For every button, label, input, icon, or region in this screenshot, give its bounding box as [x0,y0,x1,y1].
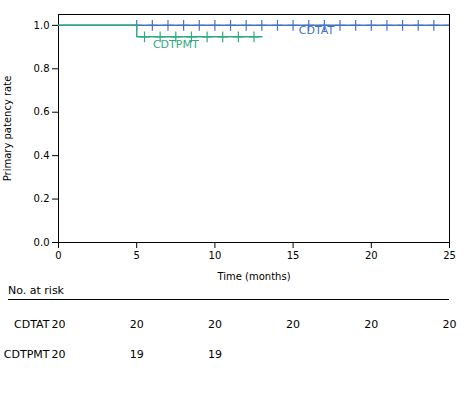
svg-text:20: 20 [365,250,378,261]
svg-text:20: 20 [208,318,222,331]
svg-text:20: 20 [52,348,66,361]
svg-text:0.0: 0.0 [34,237,50,248]
svg-text:20: 20 [130,318,144,331]
svg-text:CDTPMT: CDTPMT [153,38,199,51]
svg-text:CDTPMT: CDTPMT [4,348,50,361]
svg-text:20: 20 [364,318,378,331]
svg-text:15: 15 [287,250,300,261]
svg-text:Time (months): Time (months) [216,271,290,282]
svg-text:0.6: 0.6 [34,106,50,117]
svg-text:19: 19 [130,348,144,361]
svg-text:10: 10 [209,250,222,261]
svg-text:20: 20 [443,318,457,331]
svg-text:CDTAT: CDTAT [14,318,50,331]
svg-text:CDTAT: CDTAT [299,24,335,37]
html-text:No. at risk: No. at risk [8,284,64,297]
svg-text:Primary patency rate: Primary patency rate [2,76,13,182]
svg-text:0.2: 0.2 [34,193,50,204]
svg-text:0: 0 [55,250,61,261]
svg-text:19: 19 [208,348,222,361]
svg-text:1.0: 1.0 [34,20,50,31]
svg-text:20: 20 [52,318,66,331]
svg-text:20: 20 [286,318,300,331]
svg-text:0.8: 0.8 [34,63,50,74]
svg-text:5: 5 [134,250,140,261]
svg-text:25: 25 [443,250,456,261]
svg-text:0.4: 0.4 [34,150,50,161]
